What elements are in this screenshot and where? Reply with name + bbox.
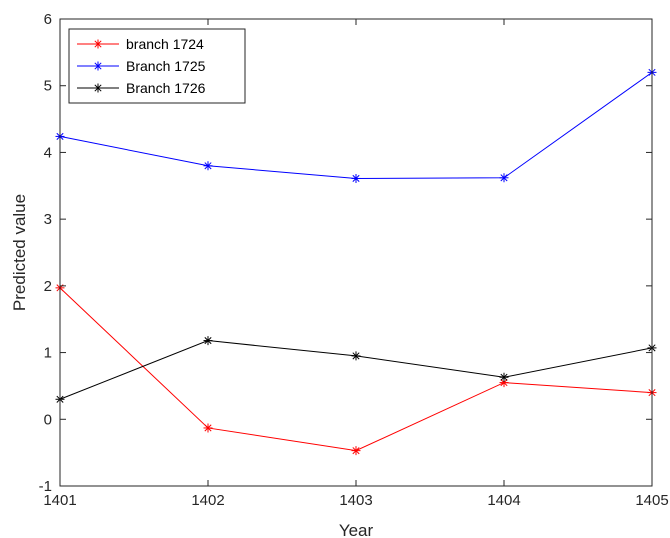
y-tick-label: 0	[44, 411, 52, 428]
legend-item: Branch 1726	[77, 80, 206, 96]
x-axis-title: Year	[339, 521, 374, 538]
legend-marker	[93, 83, 103, 93]
series-2	[55, 336, 657, 404]
data-point	[203, 423, 213, 433]
y-tick-label: 1	[44, 345, 52, 362]
x-tick-label: 1404	[487, 492, 520, 509]
x-tick-label: 1405	[635, 492, 668, 509]
data-point	[499, 173, 509, 183]
y-tick-label: 4	[44, 144, 52, 161]
data-point	[203, 161, 213, 171]
legend-marker	[93, 39, 103, 49]
x-tick-label: 1401	[43, 492, 76, 509]
legend-label: branch 1724	[126, 36, 204, 52]
x-tick-label: 1402	[191, 492, 224, 509]
x-tick-label: 1403	[339, 492, 372, 509]
data-point	[351, 173, 361, 183]
legend: branch 1724 Branch 1725 Branch 1726	[68, 28, 246, 104]
series-0	[55, 283, 657, 456]
data-point	[499, 372, 509, 382]
y-axis-title: Predicted value	[10, 194, 29, 311]
y-tick-label: 6	[44, 11, 52, 28]
series-layer	[55, 67, 657, 456]
y-tick-label: -1	[39, 478, 52, 495]
data-point	[351, 351, 361, 361]
legend-label: Branch 1726	[126, 80, 206, 96]
series-line	[59, 287, 653, 452]
legend-item: Branch 1725	[77, 58, 206, 74]
series-line	[59, 340, 653, 400]
y-tick-label: 2	[44, 278, 52, 295]
legend-marker	[93, 61, 103, 71]
y-tick-label: 5	[44, 78, 52, 95]
data-point	[351, 446, 361, 456]
legend-label: Branch 1725	[126, 58, 206, 74]
legend-item: branch 1724	[77, 36, 204, 52]
data-point	[203, 336, 213, 346]
y-tick-label: 3	[44, 211, 52, 228]
axes: -1 0 1 2 3 4 5 6 1401 1402 1403 1404 1405	[39, 11, 669, 509]
